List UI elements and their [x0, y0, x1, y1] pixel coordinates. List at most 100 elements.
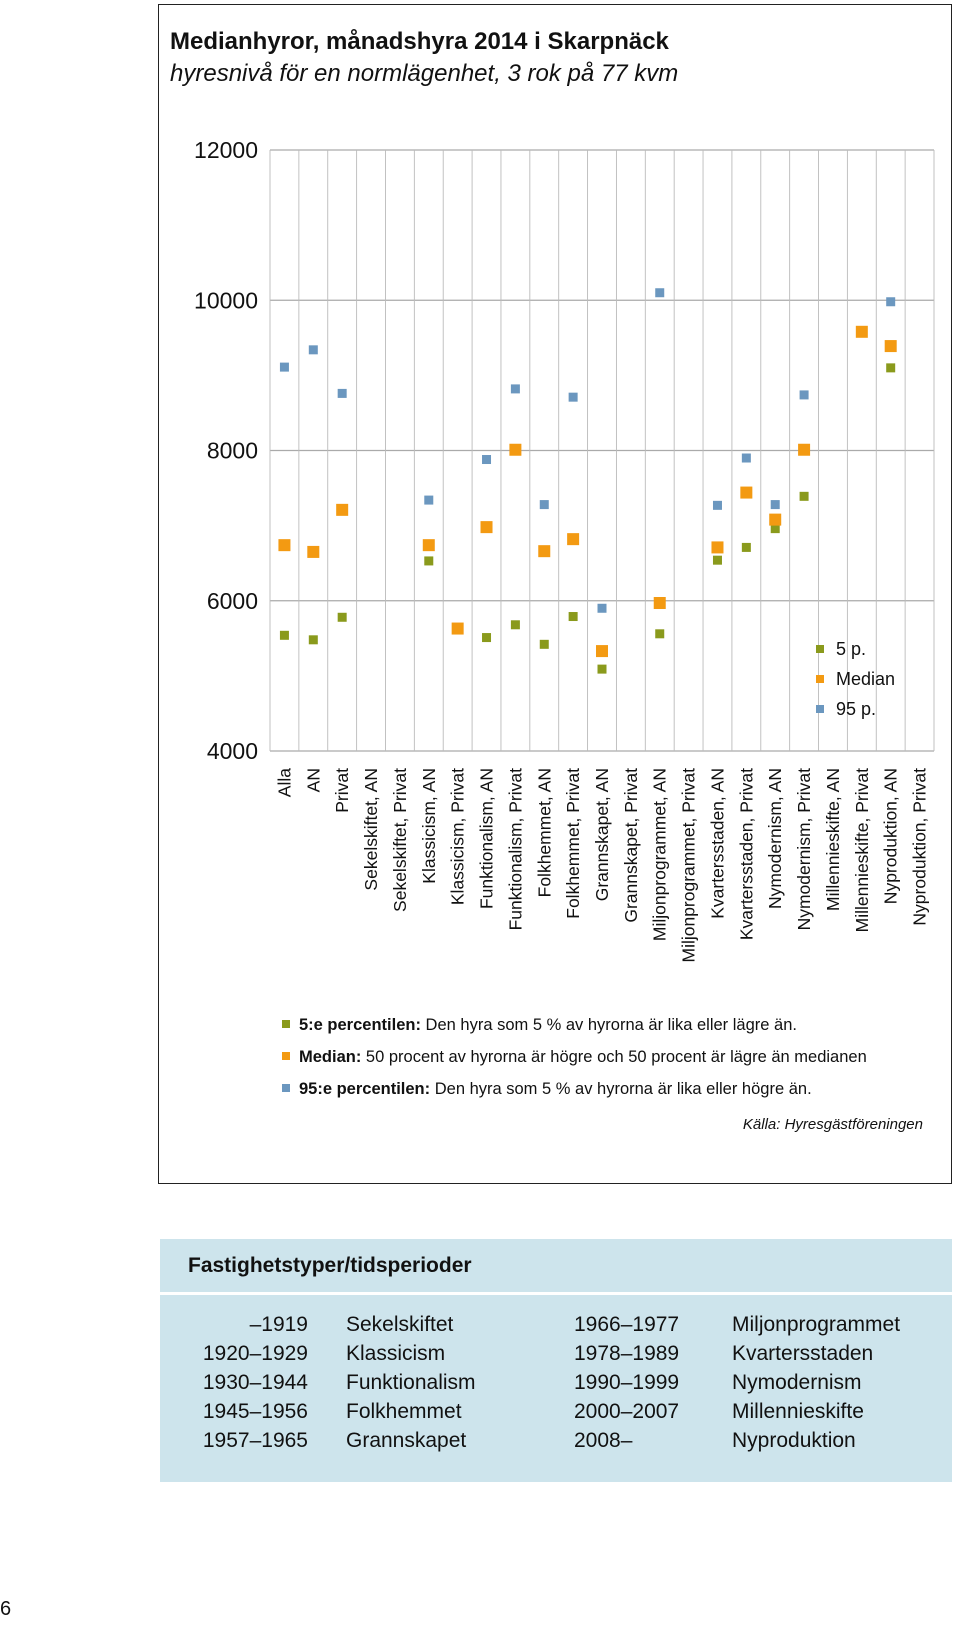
- point-p5: [799, 491, 809, 501]
- x-tick-label: Grannskapet, Privat: [621, 768, 641, 923]
- x-tick-label: Folkhemmet, AN: [534, 768, 554, 897]
- x-tick-label: Kvartersstaden, AN: [707, 768, 727, 919]
- legend-note-p95: 95:e percentilen: Den hyra som 5 % av hy…: [282, 1080, 812, 1099]
- point-p5: [510, 620, 520, 630]
- point-median: [855, 325, 868, 338]
- period-years: 2000–2007: [574, 1400, 680, 1423]
- periods-header: Fastighetstyper/tidsperioder: [160, 1239, 952, 1295]
- legend-swatch: [816, 675, 824, 683]
- x-tick-label: Funktionalism, AN: [477, 768, 497, 909]
- point-median: [769, 513, 782, 526]
- legend-label: 95 p.: [836, 699, 876, 719]
- legend-note-label: 5:e percentilen:: [299, 1016, 421, 1034]
- point-p95: [770, 500, 780, 510]
- period-name: Nyproduktion: [732, 1429, 856, 1452]
- y-tick-label: 6000: [207, 588, 258, 614]
- period-years: 2008–: [574, 1429, 633, 1452]
- point-p5: [279, 630, 289, 640]
- point-p95: [424, 495, 434, 505]
- point-p95: [741, 453, 751, 463]
- x-tick-label: Alla: [274, 768, 294, 797]
- point-median: [451, 622, 464, 635]
- point-median: [480, 521, 493, 534]
- period-name: Nymodernism: [732, 1371, 862, 1394]
- period-name: Sekelskiftet: [346, 1313, 454, 1336]
- x-tick-label: Grannskapet, AN: [592, 768, 612, 901]
- x-tick-label: Nyproduktion, Privat: [910, 768, 930, 926]
- point-median: [422, 539, 435, 552]
- point-median: [798, 443, 811, 456]
- point-p5: [741, 542, 751, 552]
- period-years: 1990–1999: [574, 1371, 680, 1394]
- point-p95: [482, 455, 492, 465]
- x-tick-label: Sekelskiftet, Privat: [390, 768, 410, 912]
- source-note: Källa: Hyresgästföreningen: [742, 1116, 923, 1133]
- y-tick-label: 10000: [194, 287, 258, 313]
- period-row: 1920–1929 Klassicism 1978–1989 Kvarterss…: [160, 1342, 952, 1370]
- point-p95: [308, 345, 318, 355]
- period-years: 1920–1929: [202, 1342, 308, 1365]
- period-name: Millennieskifte: [732, 1400, 864, 1423]
- point-median: [711, 541, 724, 554]
- period-row: 1945–1956 Folkhemmet 2000–2007 Millennie…: [160, 1400, 952, 1428]
- point-median: [596, 645, 608, 658]
- x-tick-label: Klassicism, Privat: [448, 768, 468, 905]
- legend-note-text: Den hyra som 5 % av hyrorna är lika elle…: [420, 1016, 797, 1034]
- period-name: Funktionalism: [346, 1371, 476, 1394]
- point-p95: [539, 500, 549, 510]
- y-tick-label: 4000: [207, 738, 258, 764]
- y-tick-label: 12000: [194, 137, 258, 163]
- period-row: 1957–1965 Grannskapet 2008– Nyproduktion: [160, 1429, 952, 1457]
- x-tick-label: AN: [303, 768, 323, 792]
- legend-note-median: Median: 50 procent av hyrorna är högre o…: [282, 1048, 867, 1067]
- point-p5: [482, 633, 492, 643]
- point-median: [884, 340, 897, 353]
- page-number: 6: [0, 1598, 12, 1620]
- chart-frame: [158, 4, 952, 1184]
- period-years: 1930–1944: [202, 1371, 308, 1394]
- y-tick-label: 8000: [207, 438, 258, 464]
- x-tick-label: Privat: [332, 768, 352, 813]
- period-name: Miljonprogrammet: [732, 1313, 901, 1336]
- period-years: –1919: [249, 1313, 308, 1336]
- periods-title: Fastighetstyper/tidsperioder: [188, 1254, 472, 1277]
- point-p5: [655, 629, 665, 639]
- period-years: 1966–1977: [574, 1313, 680, 1336]
- chart-legend: 5 p. Median 95 p.: [816, 639, 895, 719]
- period-name: Kvartersstaden: [732, 1342, 874, 1365]
- legend-note-swatch: [282, 1084, 290, 1092]
- x-tick-label: Klassicism, AN: [419, 768, 439, 884]
- period-name: Klassicism: [346, 1342, 446, 1365]
- point-p95: [799, 390, 809, 400]
- x-tick-label: Nymodernism, Privat: [794, 768, 814, 931]
- point-median: [653, 597, 666, 610]
- point-median: [307, 545, 320, 558]
- periods-panel: Fastighetstyper/tidsperioder –1919 Sekel…: [160, 1239, 952, 1482]
- x-tick-label: Nyproduktion, AN: [881, 768, 901, 904]
- x-tick-label: Miljonprogrammet, Privat: [679, 768, 699, 963]
- legend-note-label: 95:e percentilen:: [299, 1080, 431, 1098]
- grid-layer: [269, 149, 935, 752]
- point-p95: [655, 288, 665, 298]
- legend-label: 5 p.: [836, 639, 866, 659]
- period-row: 1930–1944 Funktionalism 1990–1999 Nymode…: [160, 1371, 952, 1399]
- point-p95: [279, 362, 289, 372]
- x-tick-label: Millennieskifte, Privat: [852, 768, 872, 932]
- x-tick-label: Millennieskifte, AN: [823, 768, 843, 911]
- period-row: –1919 Sekelskiftet 1966–1977 Miljonprogr…: [160, 1313, 952, 1341]
- period-years: 1957–1965: [202, 1429, 308, 1452]
- point-p5: [308, 635, 318, 645]
- x-tick-label: Funktionalism, Privat: [505, 768, 525, 931]
- legend-note-swatch: [282, 1052, 290, 1060]
- point-p5: [712, 555, 722, 565]
- x-tick-label: Nymodernism, AN: [765, 768, 785, 909]
- point-p5: [597, 664, 607, 674]
- data-points: [278, 288, 897, 674]
- x-tick-labels: Alla AN Privat Sekelskiftet, AN Sekelskiftet…: [274, 768, 929, 963]
- legend-swatch: [816, 645, 824, 653]
- point-median: [336, 503, 349, 516]
- legend-note-p5: 5:e percentilen: Den hyra som 5 % av hyr…: [282, 1016, 797, 1035]
- point-p95: [568, 392, 578, 402]
- point-p5: [886, 363, 896, 373]
- legend-swatch: [816, 705, 824, 713]
